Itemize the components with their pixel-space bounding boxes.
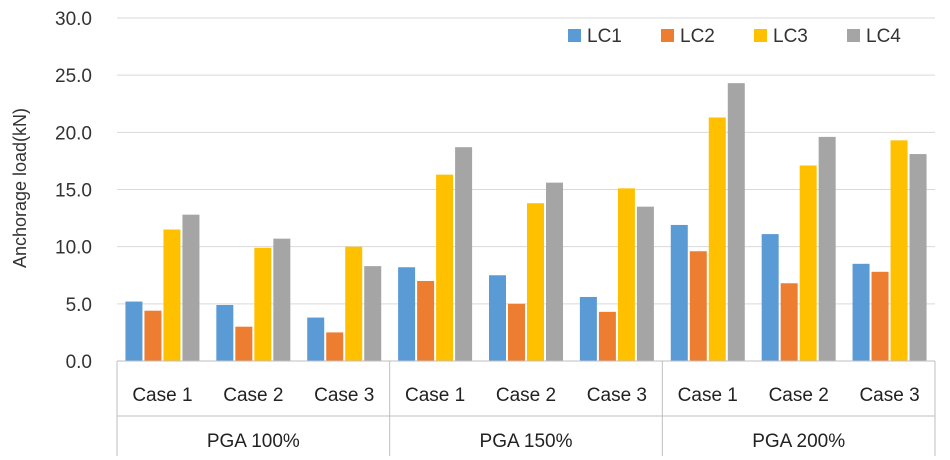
category-label: Case 3 (859, 385, 919, 406)
bar-lc3 (527, 203, 544, 361)
bar-lc4 (909, 154, 927, 361)
bar-lc3 (436, 174, 454, 361)
category-label: Case 3 (314, 385, 374, 406)
y-tick-label: 30.0 (55, 9, 92, 30)
bar-lc3 (254, 247, 272, 361)
bar-lc2 (780, 283, 798, 361)
legend-swatch-lc1 (568, 29, 581, 42)
grid-lines (117, 17, 935, 305)
bar-lc2 (326, 332, 344, 361)
category-label: Case 3 (587, 385, 647, 406)
category-label: Case 2 (223, 385, 283, 406)
bar-lc2 (417, 280, 435, 361)
bar-lc4 (818, 136, 836, 361)
legend-label: LC2 (680, 26, 715, 47)
bar-lc1 (398, 267, 416, 361)
group-label: PGA 200% (752, 431, 845, 452)
group-label: PGA 150% (480, 431, 573, 452)
bar-lc2 (508, 303, 525, 361)
bar-lc1 (579, 296, 597, 361)
y-tick-label: 10.0 (55, 238, 92, 259)
bar-lc4 (273, 238, 291, 361)
legend-swatch-lc2 (661, 29, 674, 42)
bar-lc1 (670, 224, 688, 361)
bar-lc1 (761, 234, 779, 361)
category-label: Case 1 (405, 385, 465, 406)
bars (125, 83, 927, 362)
group-label: PGA 100% (207, 431, 300, 452)
category-label: Case 2 (496, 385, 556, 406)
bar-lc3 (345, 246, 363, 361)
bar-lc2 (144, 310, 162, 361)
bar-lc4 (727, 83, 745, 362)
x-axis: Case 1 Case 2 Case 3 PGA 100% Case 1 Case 2 Ca… (116, 360, 936, 456)
bar-lc3 (708, 117, 726, 361)
bar-lc4 (182, 214, 200, 361)
bar-lc1 (216, 304, 234, 361)
legend-swatch-lc4 (847, 29, 860, 42)
bar-lc1 (125, 301, 143, 361)
y-tick-label: 20.0 (55, 123, 92, 144)
y-tick-label: 0.0 (66, 352, 92, 373)
bar-lc3 (799, 165, 817, 361)
bar-lc2 (689, 251, 707, 361)
bar-lc2 (871, 271, 889, 361)
y-tick-label: 25.0 (55, 66, 92, 87)
y-tick-label: 15.0 (55, 181, 92, 202)
bar-lc1 (489, 275, 506, 361)
bar-lc2 (598, 311, 616, 361)
y-tick-label: 5.0 (66, 295, 92, 316)
category-label: Case 1 (678, 385, 738, 406)
legend-swatch-lc3 (754, 29, 767, 42)
legend-label: LC1 (587, 26, 622, 47)
bar-lc4 (546, 182, 563, 361)
bar-lc3 (163, 229, 181, 361)
legend-label: LC3 (773, 26, 808, 47)
bar-lc1 (307, 317, 325, 361)
legend-label: LC4 (866, 26, 901, 47)
bar-lc2 (235, 326, 253, 361)
bar-lc1 (852, 263, 870, 361)
bar-lc4 (636, 206, 654, 361)
bar-lc4 (455, 147, 473, 361)
bar-lc4 (364, 266, 382, 361)
y-axis-title: Anchorage load(kN) (10, 108, 30, 268)
category-label: Case 2 (769, 385, 829, 406)
legend: LC1 LC2 LC3 LC4 (568, 26, 901, 47)
bar-lc3 (890, 140, 908, 361)
y-axis-ticks: 0.0 5.0 10.0 15.0 20.0 25.0 30.0 (55, 9, 92, 373)
category-label: Case 1 (132, 385, 192, 406)
bar-lc3 (617, 188, 635, 361)
